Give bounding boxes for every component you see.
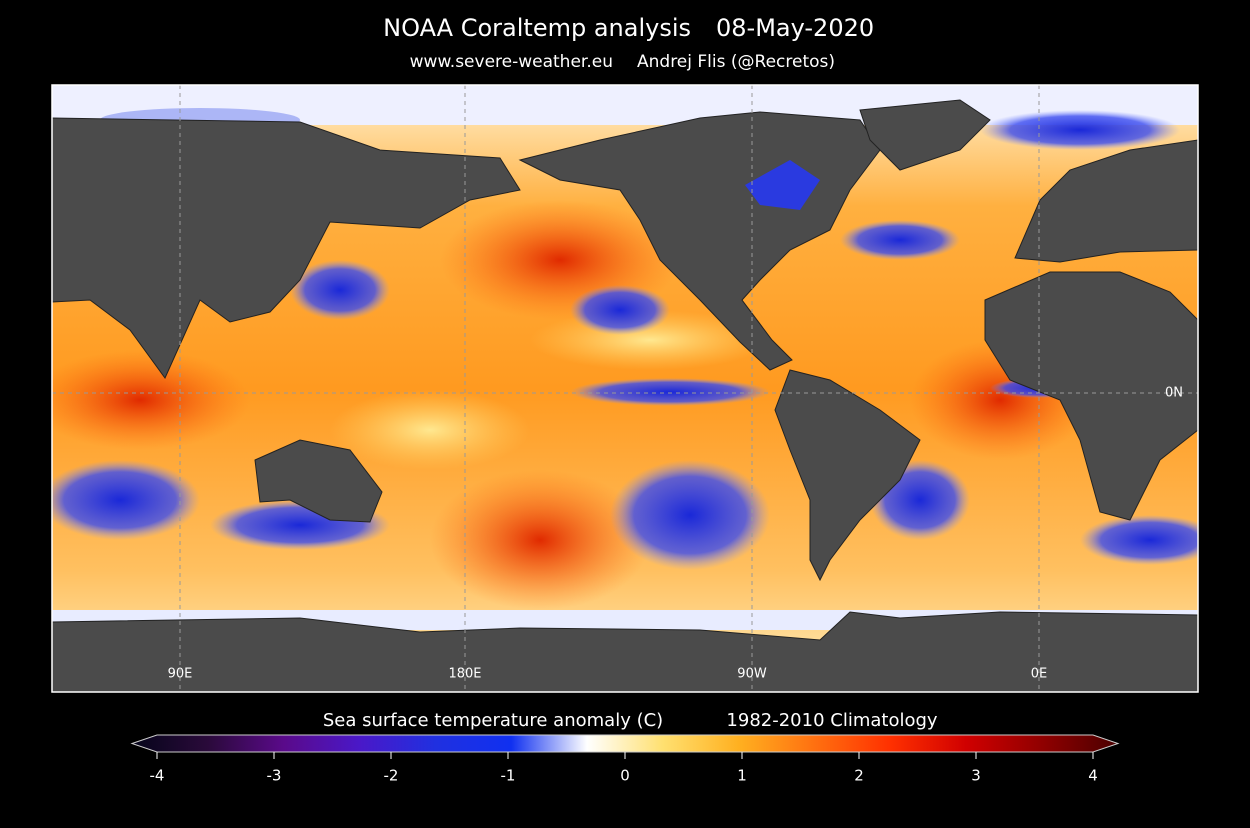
lon-label: 180E <box>448 667 481 682</box>
map-frame <box>51 84 1199 693</box>
lon-label: 90W <box>737 667 767 682</box>
colorbar-tick-label: 1 <box>737 767 747 785</box>
lat-label: 0N <box>1165 386 1183 401</box>
colorbar-tick-label: 0 <box>620 767 630 785</box>
map <box>52 85 1198 692</box>
lon-label: 90E <box>168 667 193 682</box>
title: NOAA Coraltemp analysis <box>383 14 691 42</box>
colorbar-tick-label: 2 <box>854 767 864 785</box>
colorbar-tick-label: 4 <box>1088 767 1098 785</box>
climatology: 1982-2010 Climatology <box>726 710 937 731</box>
colorbar-bar <box>130 734 1120 753</box>
colorbar-tick-label: -4 <box>150 767 165 785</box>
colorbar-label: Sea surface temperature anomaly (C) <box>323 710 663 731</box>
colorbar-tick-label: 3 <box>971 767 981 785</box>
site: www.severe-weather.eu <box>410 52 613 72</box>
author: Andrej Flis (@Recretos) <box>637 52 835 72</box>
colorbar-tick-label: -3 <box>267 767 282 785</box>
lon-label: 0E <box>1031 667 1048 682</box>
colorbar: -4 -3 -2 -1 0 1 2 3 4 <box>130 734 1120 785</box>
colorbar-tick-label: -1 <box>501 767 516 785</box>
colorbar-tick-label: -2 <box>384 767 399 785</box>
date: 08-May-2020 <box>716 14 874 42</box>
